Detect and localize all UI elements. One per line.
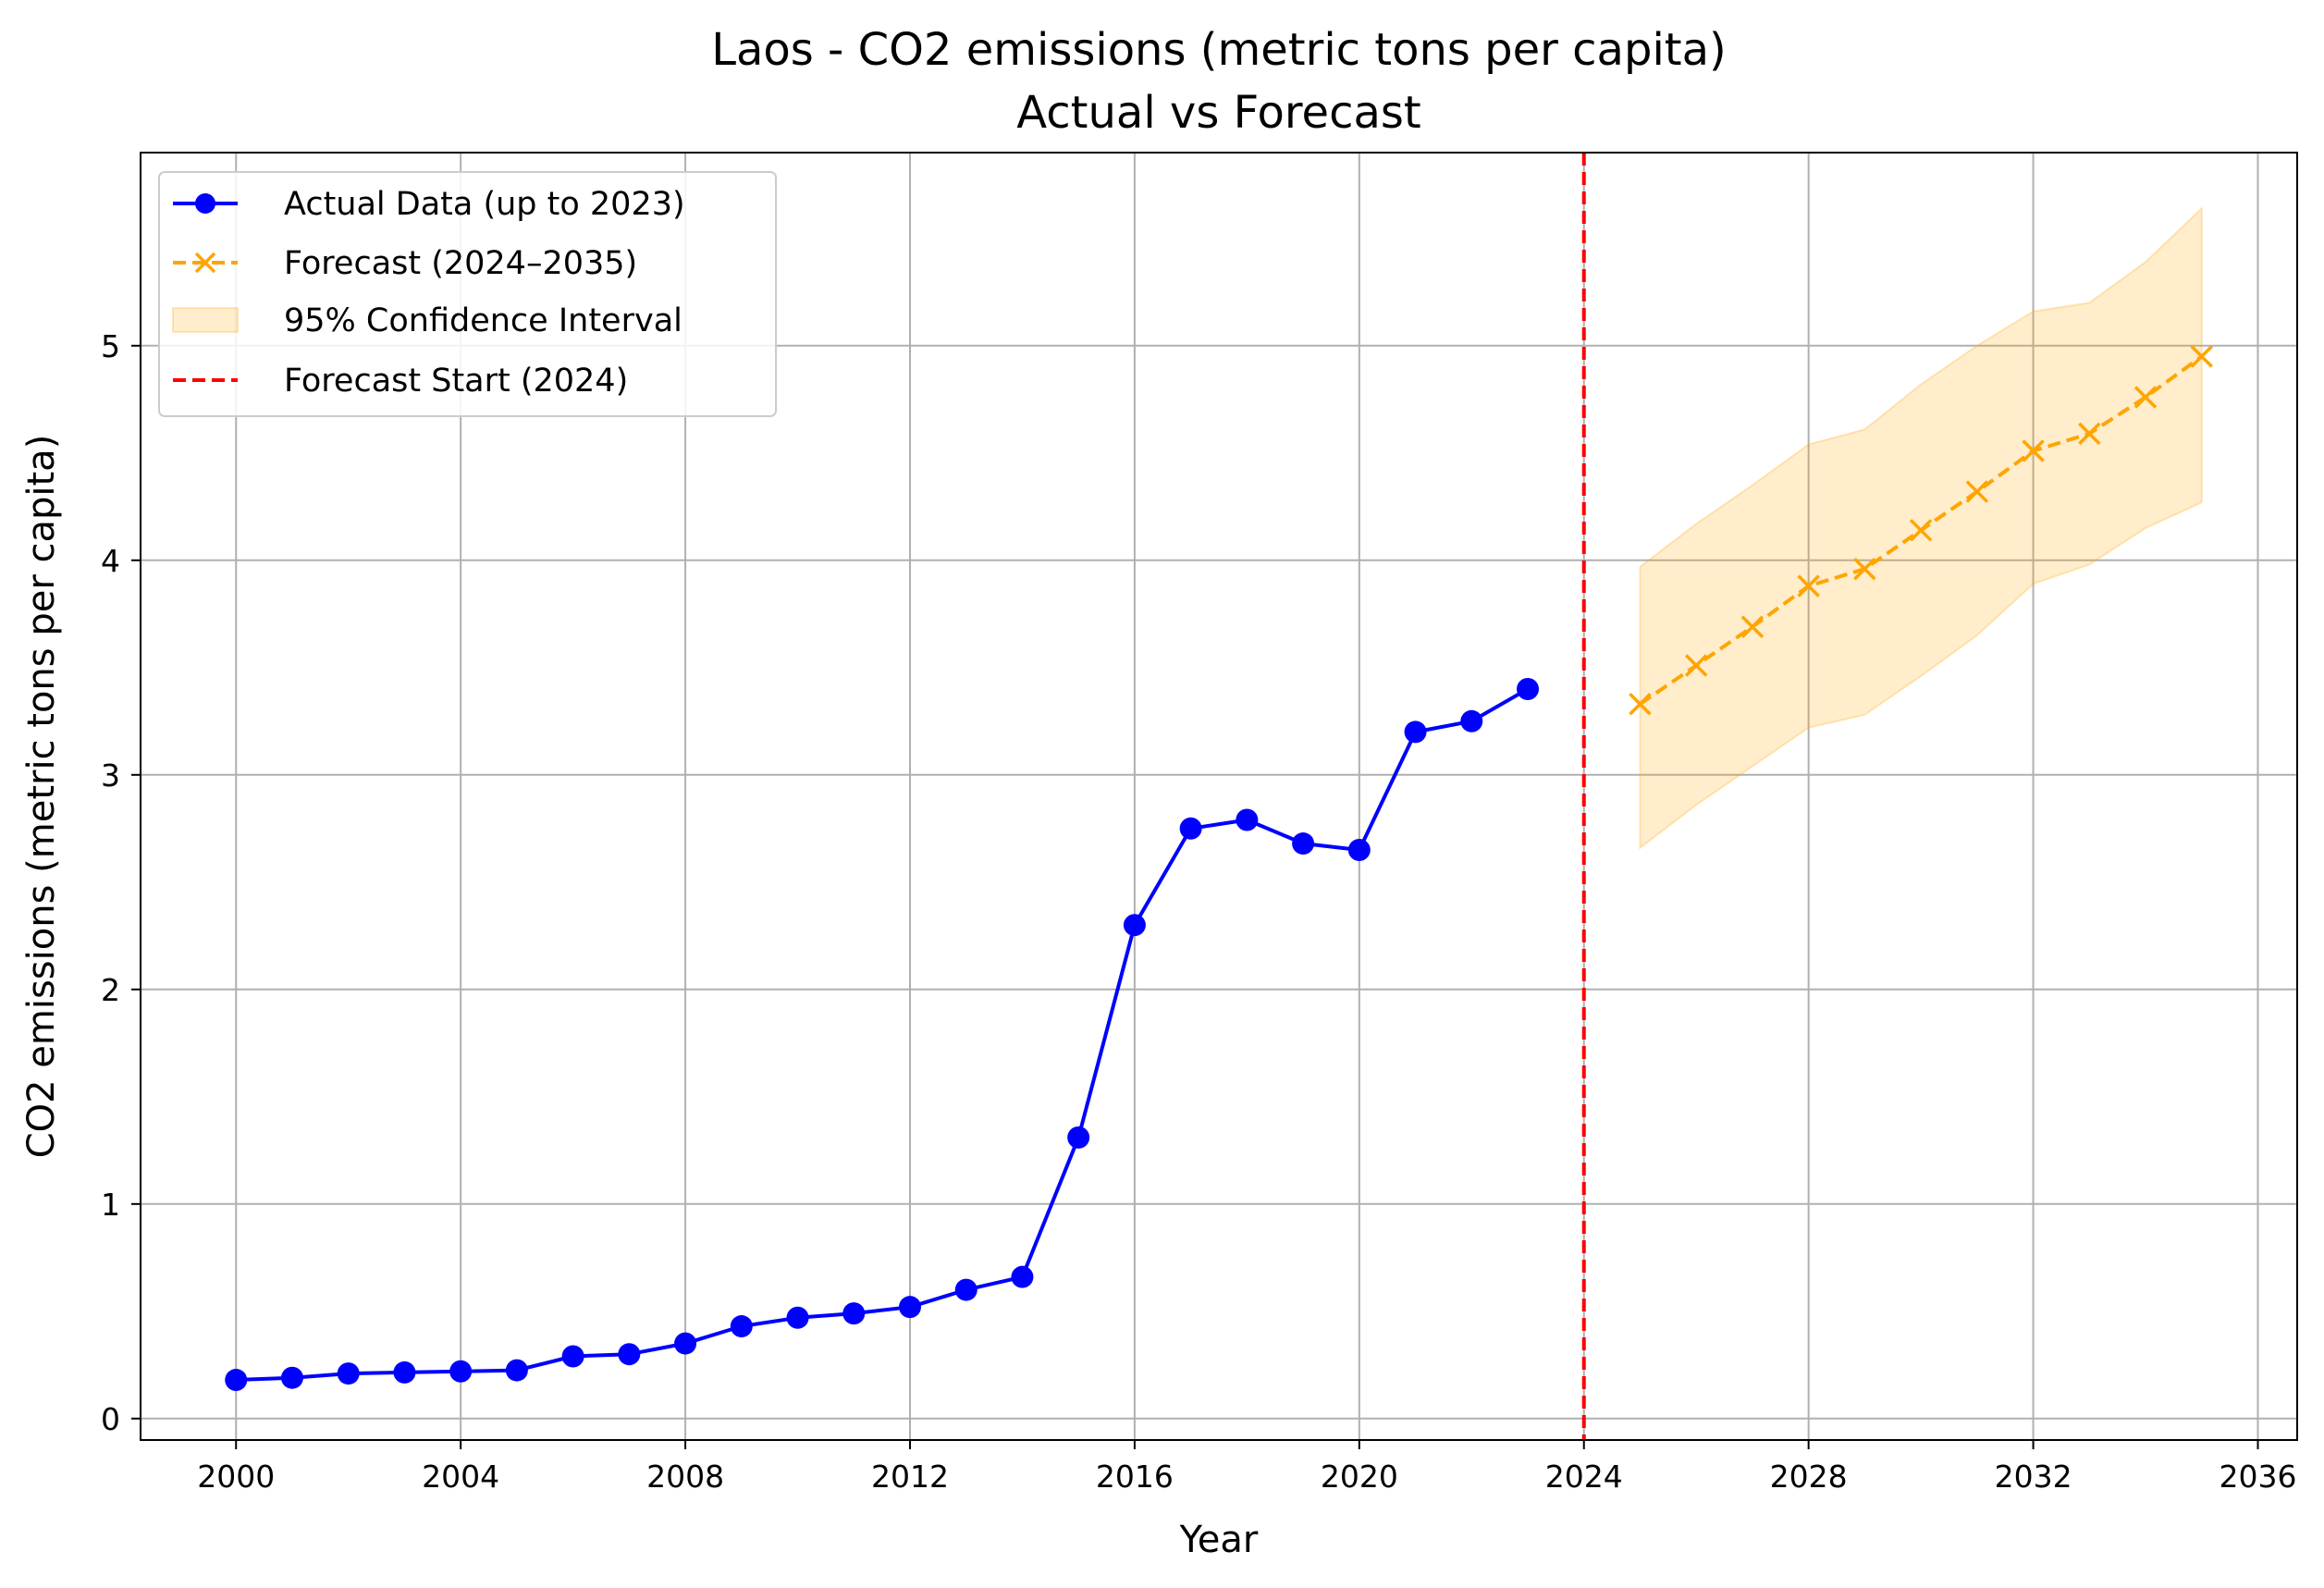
forecast-data-point bbox=[1853, 557, 1876, 581]
x-axis-label: Year bbox=[1179, 1519, 1259, 1561]
actual-data-point bbox=[1123, 914, 1146, 937]
legend-actual-label: Actual Data (up to 2023) bbox=[284, 186, 685, 223]
legend-forecast-start-label: Forecast Start (2024) bbox=[284, 363, 628, 400]
actual-data-point bbox=[393, 1360, 416, 1384]
actual-data-point bbox=[337, 1362, 360, 1385]
actual-data-point bbox=[674, 1332, 697, 1355]
forecast-data-point bbox=[2022, 439, 2045, 462]
x-tick-label: 2024 bbox=[1545, 1459, 1623, 1495]
actual-data-point bbox=[954, 1278, 978, 1301]
legend-ci-label: 95% Confidence Interval bbox=[284, 302, 682, 339]
legend-ci-swatch bbox=[172, 307, 239, 333]
actual-data-point bbox=[1347, 839, 1371, 861]
forecast-data-point bbox=[1909, 519, 1933, 542]
actual-data-point bbox=[505, 1359, 528, 1382]
legend-box bbox=[158, 171, 777, 417]
actual-data-point bbox=[618, 1343, 641, 1366]
y-tick-label: 3 bbox=[101, 757, 120, 794]
chart-subtitle: Actual vs Forecast bbox=[1016, 87, 1420, 139]
legend-forecast-label: Forecast (2024–2035) bbox=[284, 245, 637, 282]
legend-actual-marker bbox=[195, 193, 215, 214]
actual-data-point bbox=[561, 1345, 584, 1368]
x-tick-label: 2008 bbox=[646, 1459, 724, 1495]
forecast-data-point bbox=[2078, 422, 2101, 446]
actual-data-point bbox=[225, 1369, 248, 1392]
forecast-data-point bbox=[2190, 345, 2213, 368]
plot-frame bbox=[140, 152, 2298, 1441]
forecast-data-point bbox=[1629, 693, 1652, 716]
actual-data-point bbox=[786, 1306, 809, 1329]
legend-forecast-marker bbox=[194, 252, 216, 274]
legend: Actual Data (up to 2023) Forecast (2024–… bbox=[158, 171, 777, 417]
grid-lines bbox=[141, 153, 2297, 1440]
x-tick-label: 2016 bbox=[1096, 1459, 1174, 1495]
forecast-data-point bbox=[2133, 386, 2158, 409]
actual-data-point bbox=[1460, 709, 1483, 732]
actual-data-line bbox=[236, 687, 1529, 1382]
actual-data-point bbox=[1011, 1265, 1034, 1288]
actual-data-point bbox=[898, 1296, 921, 1319]
actual-data-point bbox=[449, 1360, 473, 1383]
y-axis-label: CO2 emissions (metric tons per capita) bbox=[20, 435, 63, 1159]
actual-data-point bbox=[1517, 678, 1540, 700]
actual-data-point bbox=[730, 1315, 753, 1338]
chart-title: Laos - CO2 emissions (metric tons per ca… bbox=[711, 24, 1726, 76]
x-axis-ticks: 2000 2004 2008 2012 2016 2020 2024 2028 2032 2036 bbox=[197, 1440, 2296, 1495]
forecast-data-point bbox=[1740, 615, 1765, 638]
forecast-data-point bbox=[1797, 574, 1820, 597]
x-tick-label: 2028 bbox=[1770, 1459, 1848, 1495]
y-tick-label: 5 bbox=[101, 328, 120, 364]
actual-data-point bbox=[1236, 808, 1259, 831]
y-tick-label: 4 bbox=[101, 543, 120, 579]
x-tick-label: 2004 bbox=[422, 1459, 499, 1495]
y-tick-label: 1 bbox=[101, 1187, 120, 1223]
x-tick-label: 2000 bbox=[197, 1459, 275, 1495]
actual-data-point bbox=[280, 1366, 303, 1389]
series-markers bbox=[225, 345, 2213, 1392]
y-tick-label: 2 bbox=[101, 972, 120, 1008]
actual-data-point bbox=[1067, 1126, 1090, 1149]
x-tick-label: 2036 bbox=[2219, 1459, 2296, 1495]
y-axis-ticks: 0 1 2 3 4 5 bbox=[101, 328, 141, 1437]
actual-data-point bbox=[1179, 817, 1202, 840]
forecast-data-point bbox=[1684, 654, 1708, 677]
x-tick-label: 2020 bbox=[1321, 1459, 1398, 1495]
actual-data-point bbox=[842, 1302, 866, 1325]
x-tick-label: 2012 bbox=[871, 1459, 949, 1495]
x-tick-label: 2032 bbox=[1995, 1459, 2072, 1495]
y-tick-label: 0 bbox=[101, 1401, 120, 1437]
forecast-data-point bbox=[1965, 480, 1989, 503]
actual-data-point bbox=[1404, 720, 1427, 744]
actual-data-point bbox=[1292, 832, 1315, 856]
